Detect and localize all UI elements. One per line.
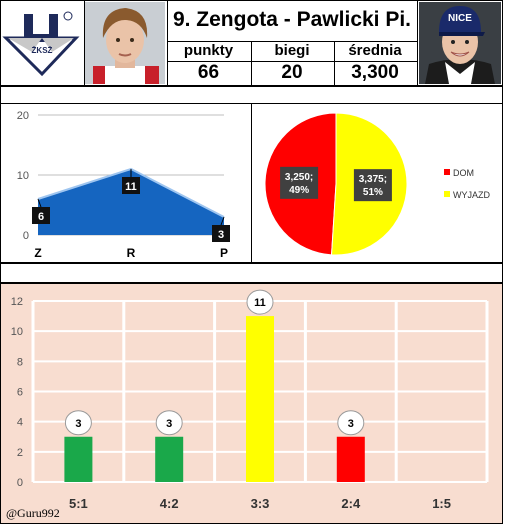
y-tick-label: 0 (17, 477, 23, 489)
x-tick-label: 5:1 (69, 496, 88, 511)
y-tick-label: 2 (17, 447, 23, 459)
heat-results-bar-chart: 0 2 4 6 8 10 12 3 5:1 3 4:2 11 3:3 3 2:4 1:5 (1, 284, 502, 523)
divider (334, 41, 335, 85)
stat-value-average: 3,300 (351, 62, 399, 83)
bar-data-label-bubble (155, 410, 183, 436)
zrp-chart-panel: 0 10 20 6 11 3 Z R P (0, 103, 252, 263)
y-tick-label: 8 (17, 356, 23, 368)
pie-data-label-value: 3,250; (285, 172, 313, 183)
rider-photo-right: NICE (419, 2, 501, 84)
stat-value-heats: 20 (281, 62, 303, 83)
y-tick-label: 10 (11, 326, 23, 338)
divider (167, 41, 417, 42)
cap-brand-text: NICE (448, 13, 472, 24)
stat-label-points: punkty (183, 42, 234, 59)
bar-data-label: 3 (75, 418, 81, 430)
spacer-row (0, 86, 503, 104)
home-away-chart-panel: 3,250; 49% 3,375; 51% DOM WYJAZD (251, 103, 503, 263)
legend-swatch (444, 191, 450, 197)
data-label-leader (220, 216, 225, 226)
divider (417, 1, 418, 85)
data-label-box (32, 207, 50, 224)
divider (167, 1, 168, 85)
y-tick-label: 4 (17, 417, 23, 429)
pie-data-label-box (353, 169, 392, 202)
data-label: 6 (38, 211, 44, 223)
legend-swatch (444, 169, 450, 175)
x-tick-label: P (220, 246, 228, 260)
legend-label: WYJAZD (453, 190, 490, 200)
credit-text: @Guru992 (6, 506, 60, 520)
stat-label-heats: biegi (274, 42, 310, 59)
data-label-box (122, 177, 140, 194)
divider (84, 1, 85, 85)
data-label: 11 (125, 181, 137, 193)
bar (64, 436, 93, 482)
y-tick-label: 6 (17, 387, 23, 399)
x-tick-label: 4:2 (160, 496, 179, 511)
zrp-area-chart: 0 10 20 6 11 3 Z R P (17, 110, 230, 260)
y-tick-label: 0 (23, 230, 29, 242)
team-logo: ŻKSŻ (2, 8, 80, 78)
area-series (38, 169, 224, 235)
divider (167, 61, 417, 62)
home-away-pie-chart: 3,250; 49% 3,375; 51% DOM WYJAZD (264, 112, 490, 256)
pie-data-label-percent: 49% (289, 185, 309, 196)
bar (155, 436, 184, 482)
bar-data-label: 3 (348, 418, 354, 430)
data-label-leader (37, 198, 42, 208)
bar (246, 316, 274, 482)
x-tick-label: 1:5 (432, 496, 451, 511)
x-tick-label: Z (34, 246, 41, 260)
x-tick-label: R (127, 246, 136, 260)
spacer-row (0, 263, 503, 283)
stat-label-average: średnia (348, 42, 402, 59)
y-tick-label: 12 (11, 296, 23, 308)
heat-results-chart-panel: 0 2 4 6 8 10 12 3 5:1 3 4:2 11 3:3 3 2:4 1:5 (0, 283, 503, 524)
y-tick-label: 20 (17, 110, 29, 122)
page-title: 9. Zengota - Pawlicki Pi. (172, 8, 412, 31)
bar-data-label-bubble (246, 289, 274, 315)
pie-data-label-percent: 51% (363, 187, 383, 198)
stat-value-points: 66 (197, 62, 220, 83)
data-label: 3 (218, 229, 224, 241)
pie-data-label-box (280, 166, 319, 199)
bar-data-label: 3 (166, 418, 172, 430)
bar-data-label-bubble (337, 410, 365, 436)
legend-label: DOM (453, 168, 474, 178)
header-table (0, 0, 503, 86)
divider (251, 41, 252, 85)
y-tick-label: 10 (17, 170, 29, 182)
pie-data-label-value: 3,375; (359, 174, 387, 185)
data-label-box (212, 225, 230, 242)
bar (336, 436, 365, 482)
x-tick-label: 2:4 (341, 496, 361, 511)
logo-text: ŻKSŻ (31, 46, 53, 55)
bar-data-label: 11 (254, 297, 266, 309)
x-tick-label: 3:3 (251, 496, 270, 511)
bar-data-label-bubble (64, 410, 92, 436)
rider-photo-left (85, 2, 165, 84)
